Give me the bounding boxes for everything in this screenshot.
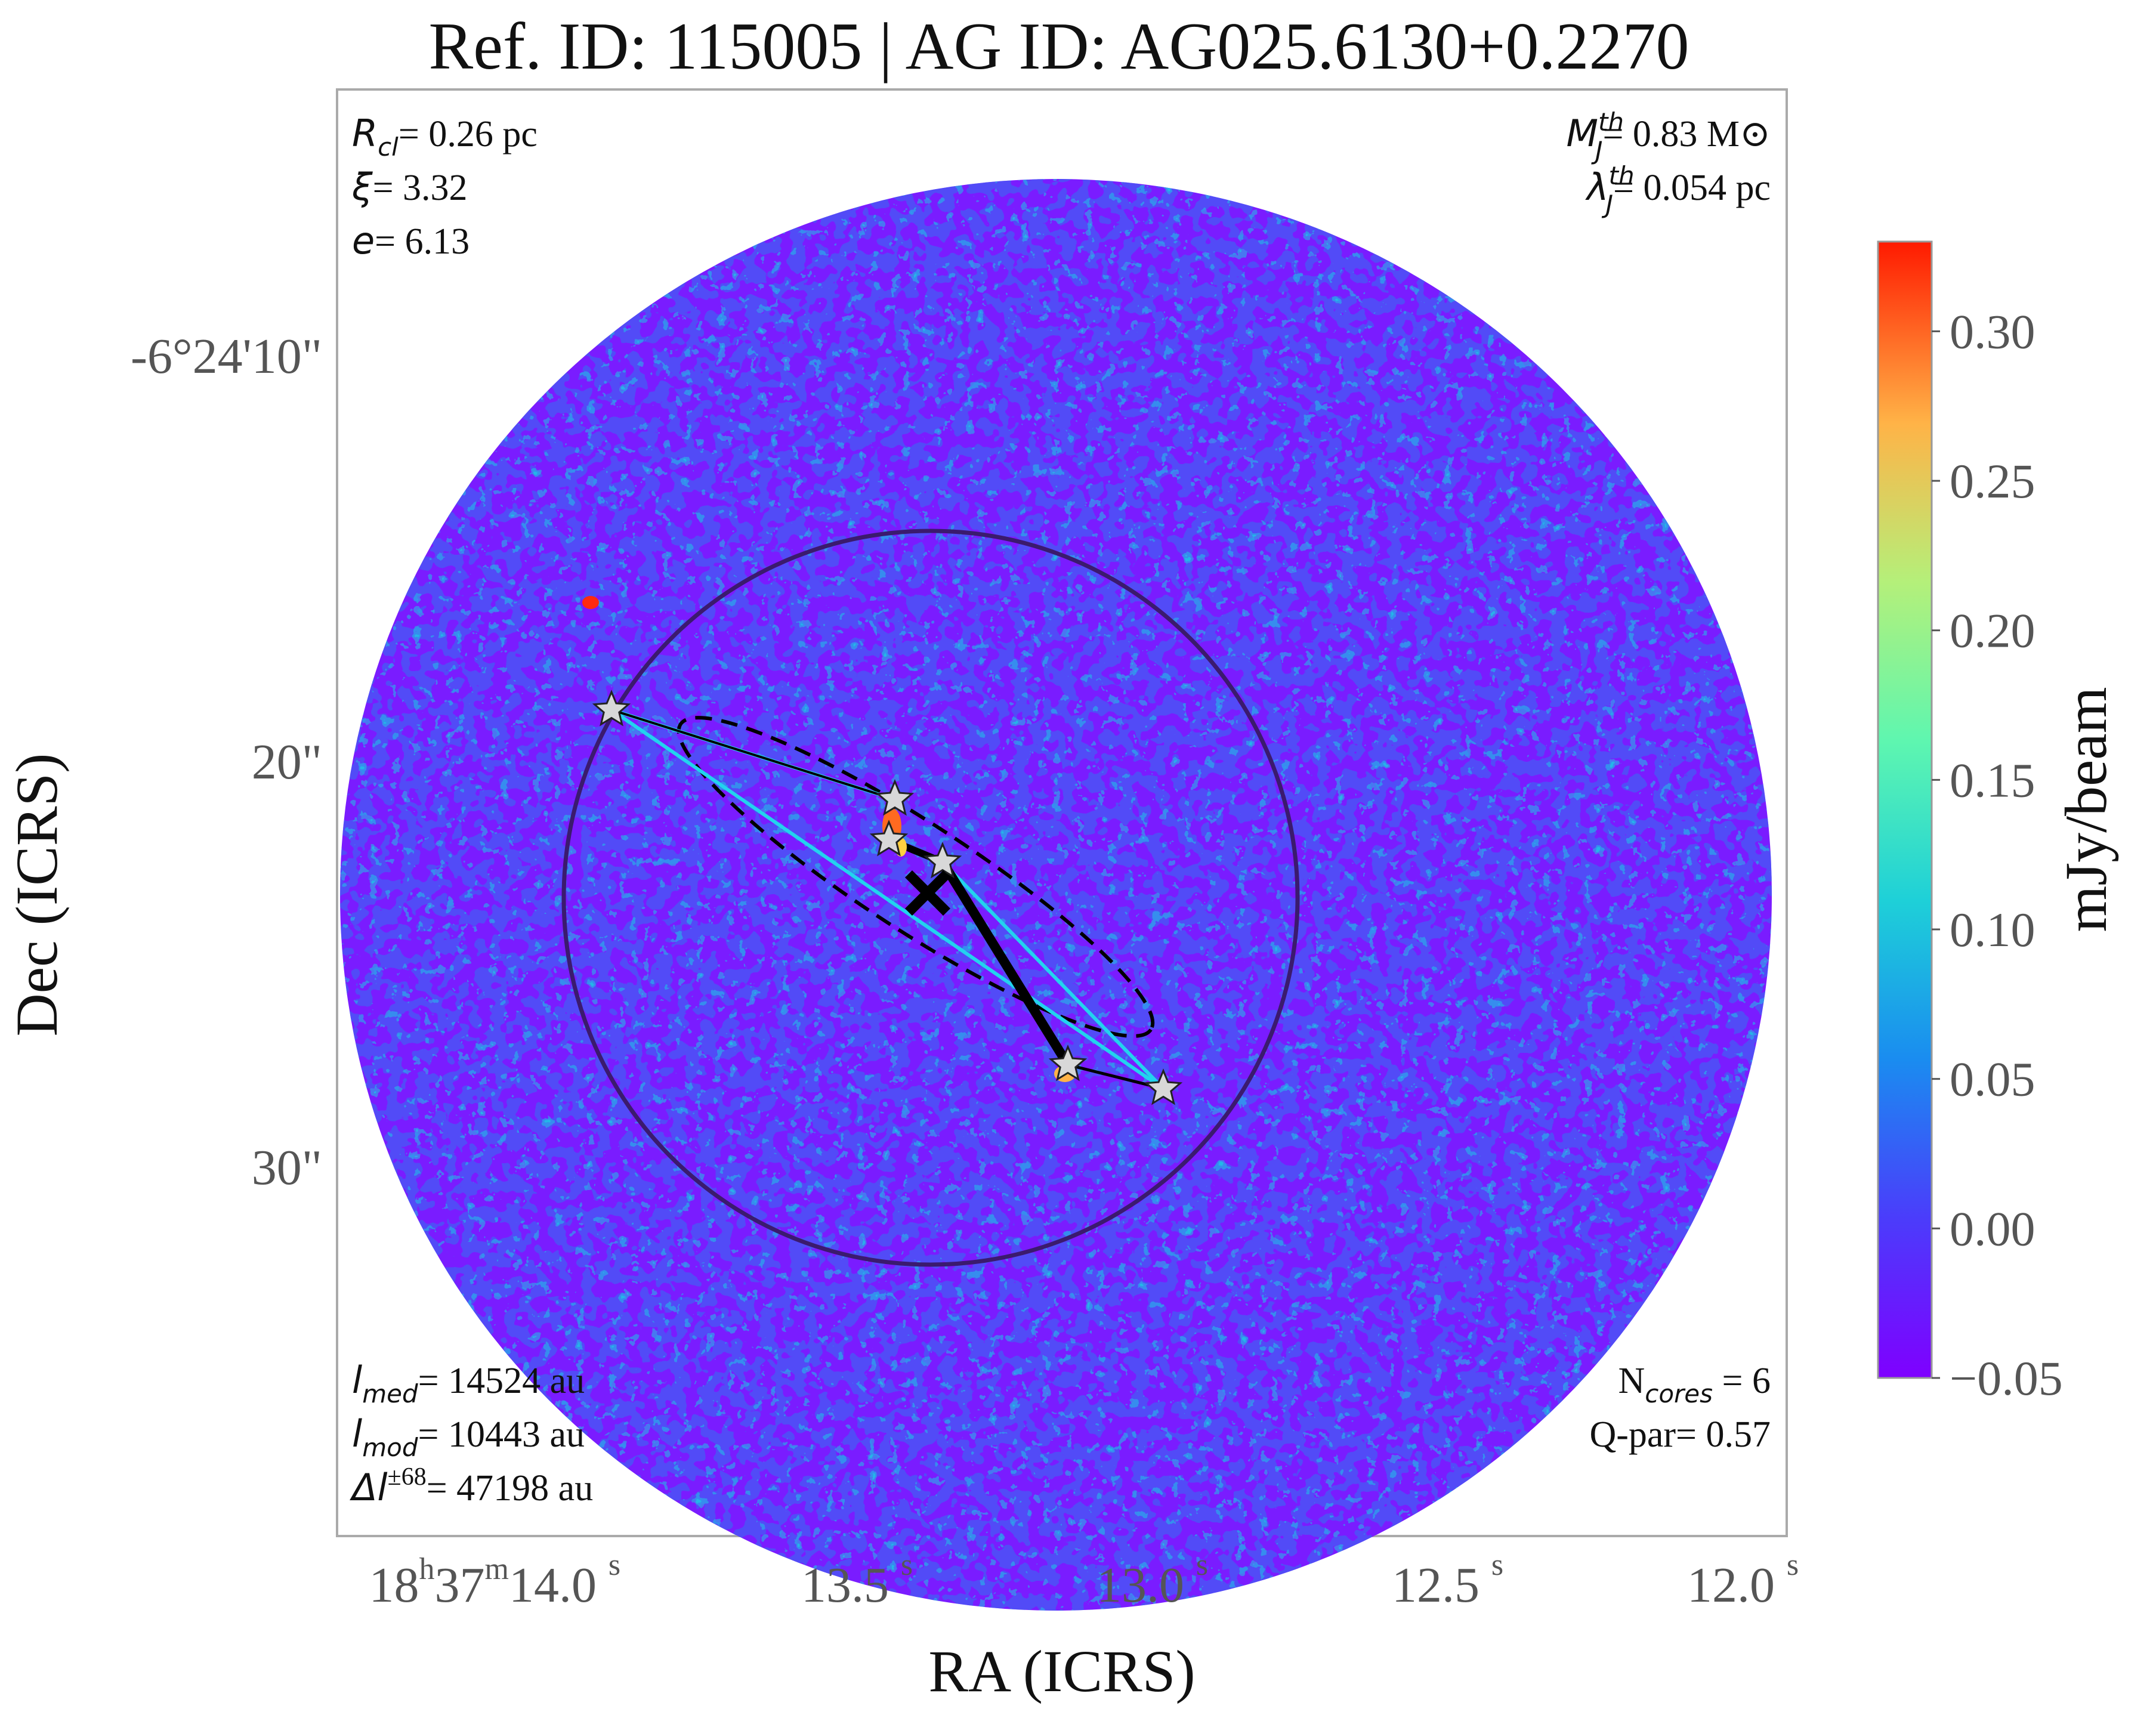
y-tick-1: 20" [252,734,322,790]
colorbar-ticks: 0.30 0.25 0.20 0.15 0.10 0.05 0.00 −0.05 [1932,304,2063,1405]
centroid-marker [905,870,950,916]
x-tick-unit-1: s [901,1548,913,1582]
core-star-6 [1144,1068,1183,1105]
annotation-top-left-1: ξ= 3.32 [351,165,468,209]
clump-circle [561,529,1300,1267]
x-tick-1: 13.5 [801,1558,889,1613]
annotation-top-left-2: e= 6.13 [352,219,469,262]
core-star-3 [869,820,909,857]
x-axis-label: RA (ICRS) [928,1638,1195,1704]
colorbar-label: mJy/beam [2053,687,2119,932]
annotation-bottom-right-1: Q-par= 0.57 [1589,1414,1771,1455]
fit-ellipse [677,716,1155,1038]
colorbar-tick-7: −0.05 [1950,1351,2063,1405]
y-axis-label: Dec (ICRS) [4,753,70,1037]
y-tick-0: -6°24'10" [131,329,322,384]
annotation-bottom-left-2: Δl±68= 47198 au [350,1463,593,1509]
x-tick-2: 13.0 [1096,1558,1184,1613]
y-tick-2: 30" [252,1140,322,1195]
x-tick-unit-0: s [609,1548,620,1582]
x-axis-ticks: 18h37m14.0 s 13.5 s 13.0 s 12.5 s 12.0 s [369,1548,1799,1613]
colorbar-tick-4: 0.10 [1950,903,2035,957]
emission-map [340,179,1772,1611]
core-star-2 [875,779,915,816]
x-tick-0: 18h37m14.0 [369,1552,597,1613]
colorbar-tick-3: 0.15 [1950,753,2035,807]
x-tick-4: 12.0 [1687,1558,1775,1613]
annotation-bottom-right-0: Ncores = 6 [1618,1361,1771,1408]
annotation-top-right-0: Mth J= 0.83 M⊙ [1566,107,1771,165]
core-markers [592,690,1183,1105]
core-star-5 [1048,1045,1088,1081]
colorbar-tick-5: 0.05 [1950,1052,2035,1107]
annotation-top-right-1: λth J= 0.054 pc [1585,161,1771,219]
core-star-1 [592,690,631,727]
annotation-bottom-left-1: lmod= 10443 au [352,1412,585,1462]
colorbar-tick-6: 0.00 [1950,1201,2035,1256]
x-tick-unit-2: s [1196,1548,1208,1582]
annotation-top-left-0: Rcl= 0.26 pc [352,112,538,162]
colorbar [1877,240,1933,1379]
core-star-4 [923,842,962,879]
annotations: Rcl= 0.26 pcξ= 3.32 e= 6.13 Mth J= 0.83 M⊙λ… [350,107,1771,1509]
x-tick-unit-4: s [1787,1548,1799,1582]
chart-title: Ref. ID: 115005 | AG ID: AG025.6130+0.22… [429,10,1689,84]
x-tick-unit-3: s [1491,1548,1503,1582]
colorbar-tick-1: 0.25 [1950,454,2035,508]
colorbar-tick-2: 0.20 [1950,604,2035,658]
overlay-group [561,529,1300,1267]
y-axis-ticks: -6°24'10" 20" 30" [131,329,322,1195]
colorbar-tick-0: 0.30 [1950,304,2035,359]
annotation-bottom-left-0: lmed= 14524 au [352,1358,585,1408]
x-tick-3: 12.5 [1392,1558,1479,1613]
